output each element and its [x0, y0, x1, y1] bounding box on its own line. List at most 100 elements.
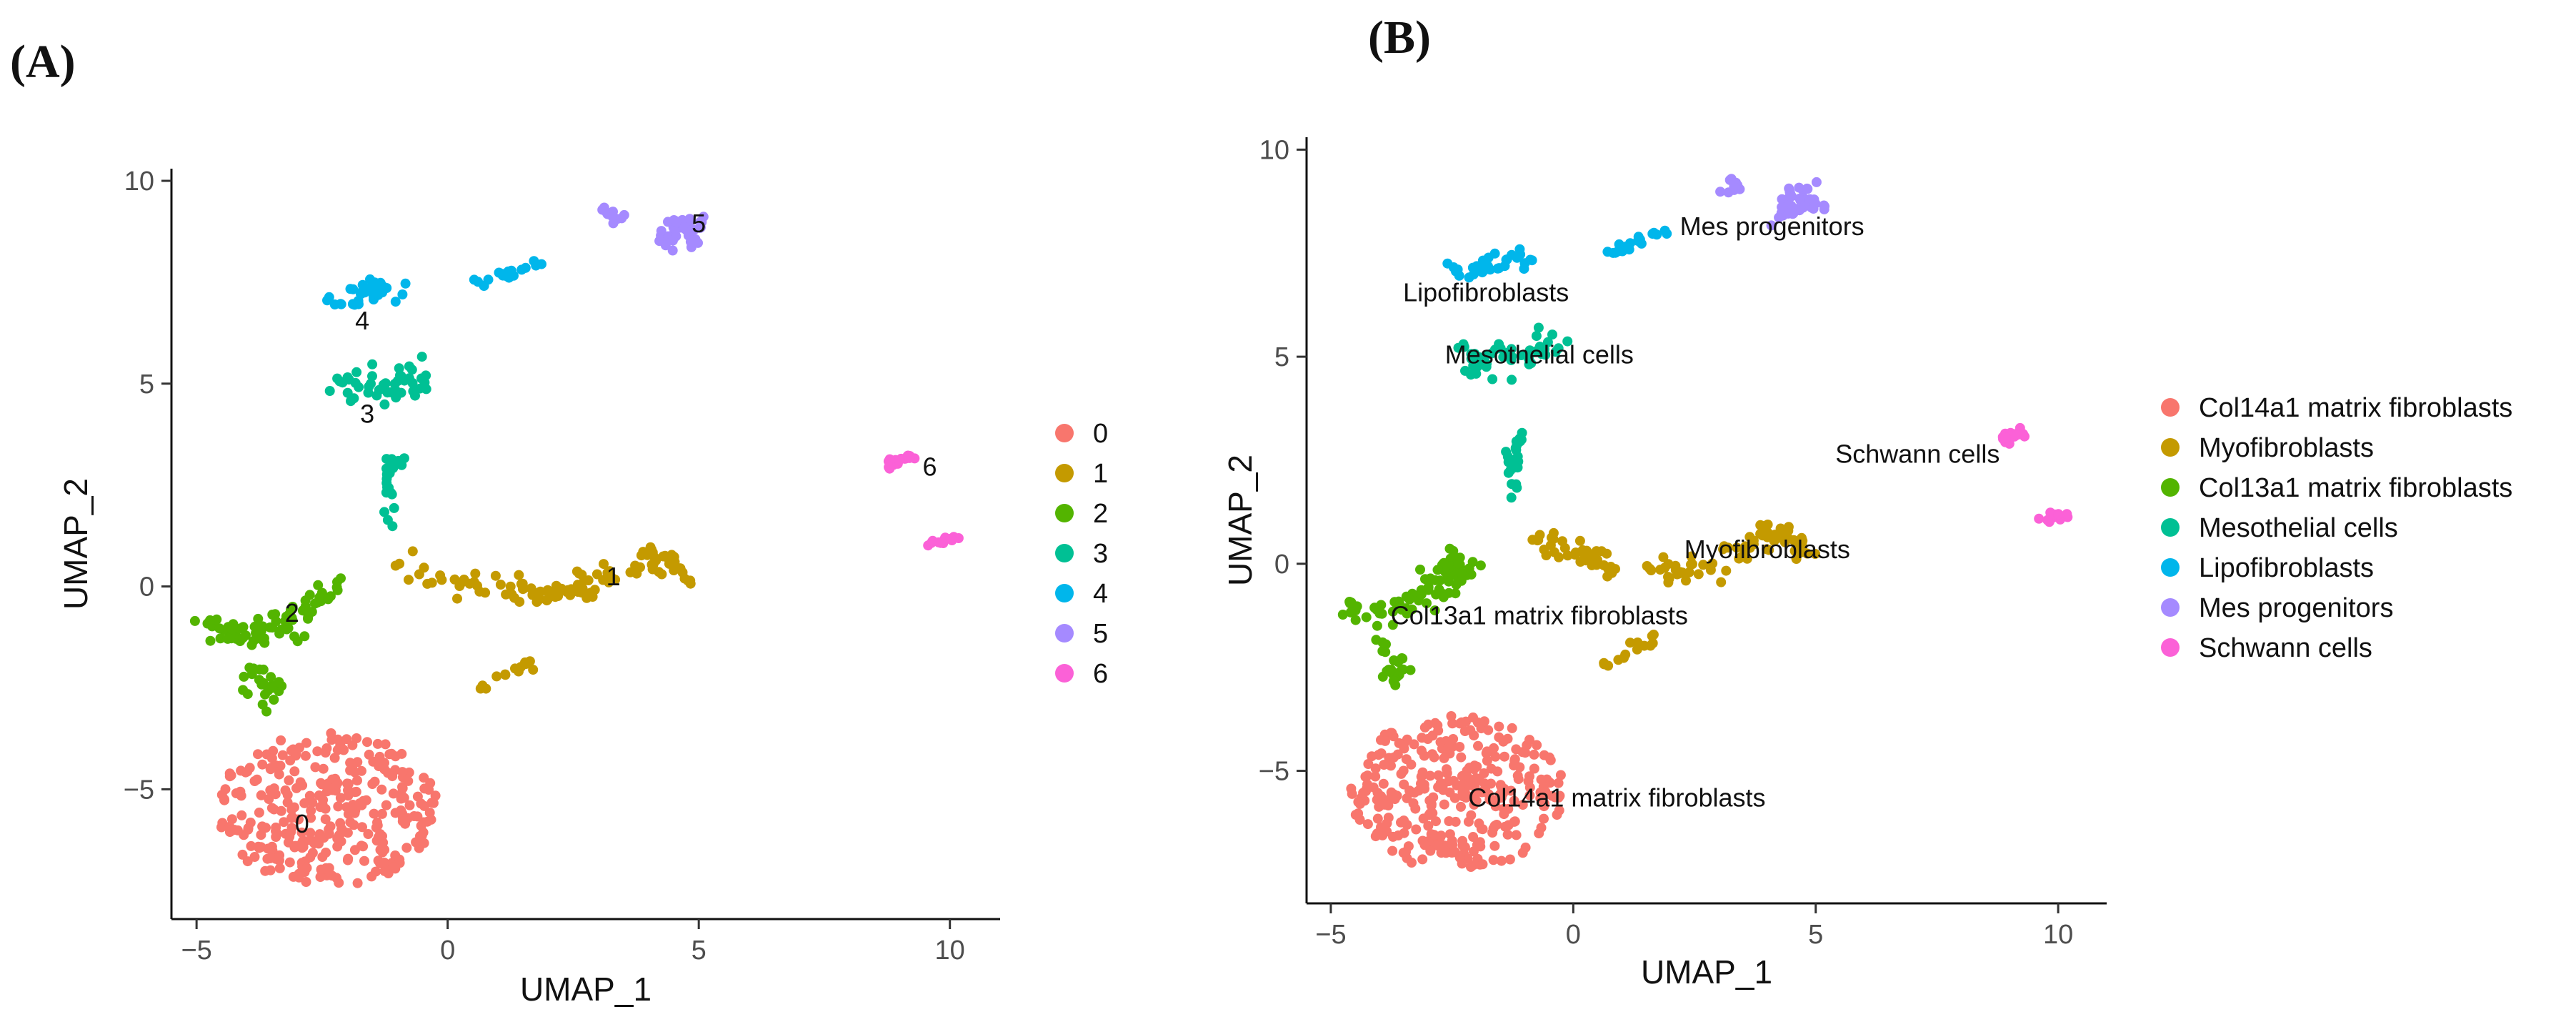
data-point-cluster-4	[381, 283, 392, 293]
data-point-cluster-5	[686, 225, 697, 236]
data-point-cluster-0	[379, 858, 389, 868]
data-point-cluster-0	[253, 749, 263, 760]
data-point-cluster-6	[926, 537, 937, 548]
data-point-cluster-1	[1534, 530, 1545, 540]
data-point-cluster-0	[1354, 815, 1365, 825]
data-point-cluster-5	[660, 240, 671, 251]
data-point-cluster-2	[1404, 594, 1415, 605]
data-point-cluster-1	[526, 583, 536, 594]
data-point-cluster-0	[376, 784, 387, 795]
data-point-cluster-3	[1507, 374, 1517, 385]
data-point-cluster-0	[1474, 837, 1485, 848]
data-point-cluster-0	[1502, 733, 1513, 744]
data-point-cluster-1	[534, 590, 544, 601]
data-point-cluster-0	[1394, 738, 1404, 748]
data-point-cluster-0	[416, 830, 427, 841]
data-point-cluster-2	[299, 631, 310, 642]
data-point-cluster-1	[572, 587, 583, 597]
data-point-cluster-0	[1454, 853, 1465, 863]
data-point-cluster-1	[491, 671, 502, 682]
data-point-cluster-2	[1415, 565, 1425, 575]
data-point-cluster-1	[541, 595, 552, 606]
data-point-cluster-0	[236, 810, 247, 820]
data-point-cluster-0	[1380, 735, 1390, 746]
data-point-cluster-1	[404, 575, 414, 585]
data-point-cluster-0	[1517, 800, 1528, 810]
x-axis-title: UMAP_1	[520, 971, 652, 1008]
data-point-cluster-2	[274, 677, 284, 688]
data-point-cluster-0	[349, 820, 359, 830]
data-point-cluster-1	[1670, 560, 1681, 571]
data-point-cluster-0	[1416, 745, 1427, 756]
data-point-cluster-5	[695, 222, 706, 233]
data-point-cluster-0	[282, 790, 293, 800]
data-point-cluster-0	[1486, 778, 1496, 789]
data-point-cluster-0	[1520, 748, 1531, 758]
data-point-cluster-1	[1739, 546, 1750, 557]
data-point-cluster-1	[599, 559, 609, 570]
data-point-cluster-0	[1363, 759, 1374, 769]
data-point-cluster-1	[1574, 535, 1585, 546]
data-point-cluster-0	[242, 766, 253, 777]
legend-label: Mesothelial cells	[2199, 513, 2398, 543]
data-point-cluster-0	[359, 855, 369, 866]
data-point-cluster-2	[257, 699, 268, 710]
data-point-cluster-3	[1512, 462, 1523, 473]
data-point-cluster-3	[1487, 374, 1498, 384]
data-point-cluster-0	[1482, 746, 1492, 757]
data-point-cluster-1	[1732, 542, 1742, 553]
data-point-cluster-3	[391, 386, 402, 397]
data-point-cluster-6	[2034, 513, 2045, 524]
data-point-cluster-0	[426, 798, 437, 808]
data-point-cluster-0	[1494, 721, 1504, 732]
data-point-cluster-1	[1632, 637, 1643, 648]
data-point-cluster-0	[314, 831, 325, 842]
data-point-cluster-1	[1674, 568, 1684, 579]
data-point-cluster-0	[424, 785, 434, 795]
data-point-cluster-3	[1516, 350, 1527, 360]
data-point-cluster-0	[1511, 830, 1522, 840]
data-point-cluster-6	[2042, 515, 2053, 525]
data-point-cluster-0	[291, 841, 301, 852]
data-point-cluster-1	[1557, 536, 1567, 547]
data-point-cluster-0	[1422, 734, 1433, 744]
data-point-cluster-2	[1456, 567, 1467, 578]
legend: 0 1 2 3 4 5 6	[1055, 419, 1108, 689]
data-point-cluster-2	[1475, 560, 1486, 571]
data-point-cluster-0	[224, 768, 235, 779]
data-point-cluster-2	[239, 671, 249, 682]
y-tick-label: 0	[139, 572, 154, 602]
legend-swatch	[2161, 638, 2180, 657]
data-point-cluster-0	[1393, 830, 1404, 840]
data-point-cluster-2	[242, 689, 253, 700]
data-point-cluster-1	[1681, 575, 1691, 586]
data-point-cluster-0	[1463, 816, 1474, 827]
data-point-cluster-0	[1411, 824, 1422, 835]
data-point-cluster-6	[945, 533, 956, 544]
data-point-cluster-1	[664, 554, 674, 565]
data-point-cluster-4	[1652, 229, 1662, 240]
data-point-cluster-4	[345, 284, 356, 294]
data-point-cluster-0	[1446, 711, 1457, 721]
data-point-cluster-2	[1346, 597, 1357, 608]
data-point-cluster-4	[336, 299, 346, 309]
data-point-cluster-1	[1548, 534, 1559, 545]
data-point-cluster-1	[645, 542, 656, 552]
legend-label: Col14a1 matrix fibroblasts	[2199, 393, 2512, 423]
data-point-cluster-0	[380, 739, 391, 750]
data-point-cluster-1	[1599, 658, 1609, 668]
data-point-cluster-2	[258, 678, 269, 688]
data-point-cluster-6	[904, 452, 915, 463]
data-point-cluster-2	[332, 585, 343, 595]
data-point-cluster-0	[1439, 753, 1449, 763]
data-point-cluster-3	[1506, 492, 1517, 503]
data-point-cluster-0	[1466, 862, 1476, 872]
data-point-cluster-3	[346, 396, 356, 407]
data-point-cluster-1	[1648, 630, 1659, 640]
data-point-cluster-0	[352, 878, 363, 888]
data-point-cluster-0	[249, 776, 260, 786]
data-point-cluster-0	[324, 828, 334, 839]
data-point-cluster-2	[289, 631, 299, 642]
data-point-cluster-0	[284, 775, 294, 785]
data-point-cluster-0	[1489, 840, 1500, 851]
